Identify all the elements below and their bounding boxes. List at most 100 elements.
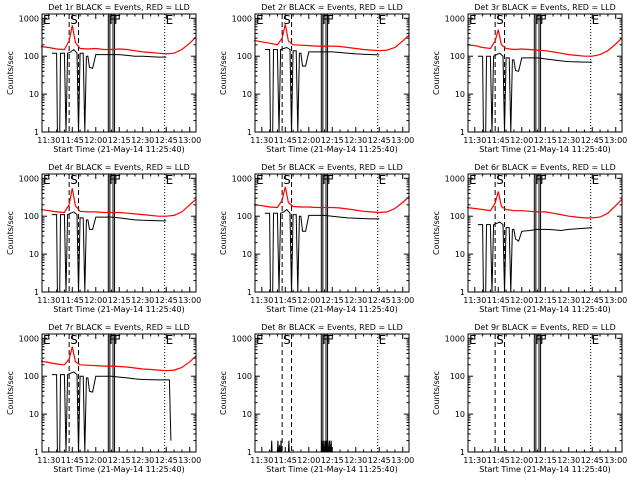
x-tick-label: 13:00: [604, 456, 627, 465]
y-axis-label: Counts/sec: [219, 51, 228, 95]
chart-svg-8r: Det 8r BLACK = Events, RED = LLD Counts/s…: [219, 323, 414, 474]
chart-svg-6r: Det 6r BLACK = Events, RED = LLD Counts/s…: [432, 163, 627, 314]
chart-title: Det 3r BLACK = Events, RED = LLD: [474, 3, 616, 12]
detector-panel-2r: Det 2r BLACK = Events, RED = LLD Counts/s…: [213, 0, 426, 160]
event-marker-label: F: [540, 173, 547, 187]
x-tick-label: 11:45: [487, 296, 510, 305]
x-tick-label: 12:15: [321, 296, 344, 305]
chart-svg-1r: Det 1r BLACK = Events, RED = LLD Counts/s…: [6, 3, 201, 154]
series-line-lld: [40, 25, 197, 55]
event-marker-label: S: [283, 173, 291, 187]
series-line-events: [477, 221, 593, 293]
event-marker-label: S: [496, 333, 504, 347]
y-axis-label: Counts/sec: [432, 51, 441, 95]
x-tick-label: 12:15: [534, 296, 557, 305]
x-axis-label: Start Time (21-May-14 11:25:40): [53, 145, 184, 154]
event-marker-label: E: [469, 333, 477, 347]
y-tick-label: 1000: [19, 174, 39, 183]
detector-panel-9r: Det 9r BLACK = Events, RED = LLD Counts/s…: [426, 320, 639, 480]
series-line-events: [51, 371, 172, 453]
y-tick-label: 10: [242, 250, 252, 259]
y-axis-label: Counts/sec: [6, 371, 15, 415]
y-tick-label: 1: [460, 448, 465, 457]
detector-panel-1r: Det 1r BLACK = Events, RED = LLD Counts/s…: [0, 0, 213, 160]
event-marker-label: E: [469, 173, 477, 187]
x-tick-label: 11:45: [487, 456, 510, 465]
y-tick-label: 1000: [232, 334, 252, 343]
event-marker-label: S: [496, 13, 504, 27]
series-line-events: [51, 48, 167, 133]
chart-title: Det 5r BLACK = Events, RED = LLD: [261, 163, 403, 172]
x-tick-label: 12:30: [131, 136, 154, 145]
chart-title: Det 2r BLACK = Events, RED = LLD: [261, 3, 403, 12]
event-marker-label: E: [379, 333, 387, 347]
event-marker-label: S: [70, 173, 78, 187]
x-tick-label: 11:30: [463, 296, 486, 305]
x-tick-label: 12:00: [84, 456, 107, 465]
x-tick-label: 11:45: [274, 456, 297, 465]
x-tick-label: 12:30: [131, 456, 154, 465]
y-tick-label: 100: [450, 212, 465, 221]
event-marker-label: F: [114, 13, 121, 27]
plot-frame: [467, 333, 623, 453]
chart-svg-4r: Det 4r BLACK = Events, RED = LLD Counts/s…: [6, 163, 201, 314]
x-axis-label: Start Time (21-May-14 11:25:40): [266, 465, 397, 474]
detector-panel-6r: Det 6r BLACK = Events, RED = LLD Counts/s…: [426, 160, 639, 320]
event-marker-label: S: [496, 173, 504, 187]
event-marker-label: F: [327, 13, 334, 27]
series-line-events: [264, 46, 380, 133]
event-marker-label: E: [256, 173, 264, 187]
x-tick-label: 13:00: [178, 136, 201, 145]
x-axis-label: Start Time (21-May-14 11:25:40): [266, 145, 397, 154]
event-marker-label: E: [592, 333, 600, 347]
y-tick-label: 100: [24, 212, 39, 221]
series-line-events: [477, 52, 593, 133]
x-tick-label: 11:30: [250, 296, 273, 305]
chart-svg-7r: Det 7r BLACK = Events, RED = LLD Counts/s…: [6, 323, 201, 474]
event-marker-label: S: [70, 333, 78, 347]
x-tick-label: 12:00: [84, 136, 107, 145]
x-tick-label: 11:45: [274, 136, 297, 145]
x-tick-label: 12:30: [131, 296, 154, 305]
x-tick-label: 11:45: [61, 136, 84, 145]
chart-svg-2r: Det 2r BLACK = Events, RED = LLD Counts/s…: [219, 3, 414, 154]
x-tick-label: 13:00: [391, 456, 414, 465]
y-tick-label: 1: [34, 128, 39, 137]
y-axis-label: Counts/sec: [6, 211, 15, 255]
event-marker-label: S: [283, 333, 291, 347]
x-axis-label: Start Time (21-May-14 11:25:40): [479, 145, 610, 154]
x-axis-label: Start Time (21-May-14 11:25:40): [479, 305, 610, 314]
x-tick-label: 12:00: [297, 296, 320, 305]
series-line-lld: [466, 29, 623, 57]
event-marker-label: E: [592, 13, 600, 27]
y-tick-label: 10: [29, 90, 39, 99]
y-axis-label: Counts/sec: [432, 211, 441, 255]
x-tick-label: 13:00: [178, 296, 201, 305]
x-tick-label: 12:45: [368, 136, 391, 145]
x-tick-label: 12:45: [581, 136, 604, 145]
x-tick-label: 12:15: [108, 456, 131, 465]
series-line-events: [264, 208, 380, 293]
x-tick-label: 12:15: [534, 136, 557, 145]
x-tick-label: 11:30: [37, 456, 60, 465]
x-tick-label: 13:00: [178, 456, 201, 465]
x-tick-label: 12:00: [297, 136, 320, 145]
event-marker-label: E: [166, 333, 174, 347]
y-axis-label: Counts/sec: [432, 371, 441, 415]
chart-svg-5r: Det 5r BLACK = Events, RED = LLD Counts/s…: [219, 163, 414, 314]
event-marker-label: E: [43, 13, 51, 27]
event-marker-label: E: [256, 13, 264, 27]
detector-panel-8r: Det 8r BLACK = Events, RED = LLD Counts/s…: [213, 320, 426, 480]
x-tick-label: 12:45: [155, 136, 178, 145]
y-tick-label: 10: [29, 250, 39, 259]
x-tick-label: 12:45: [581, 296, 604, 305]
event-marker-label: F: [327, 173, 334, 187]
x-tick-label: 11:45: [274, 296, 297, 305]
event-marker-label: F: [327, 333, 334, 347]
y-tick-label: 1: [460, 128, 465, 137]
event-marker-label: S: [283, 13, 291, 27]
y-tick-label: 100: [24, 52, 39, 61]
event-marker-label: E: [592, 173, 600, 187]
y-tick-label: 100: [237, 52, 252, 61]
